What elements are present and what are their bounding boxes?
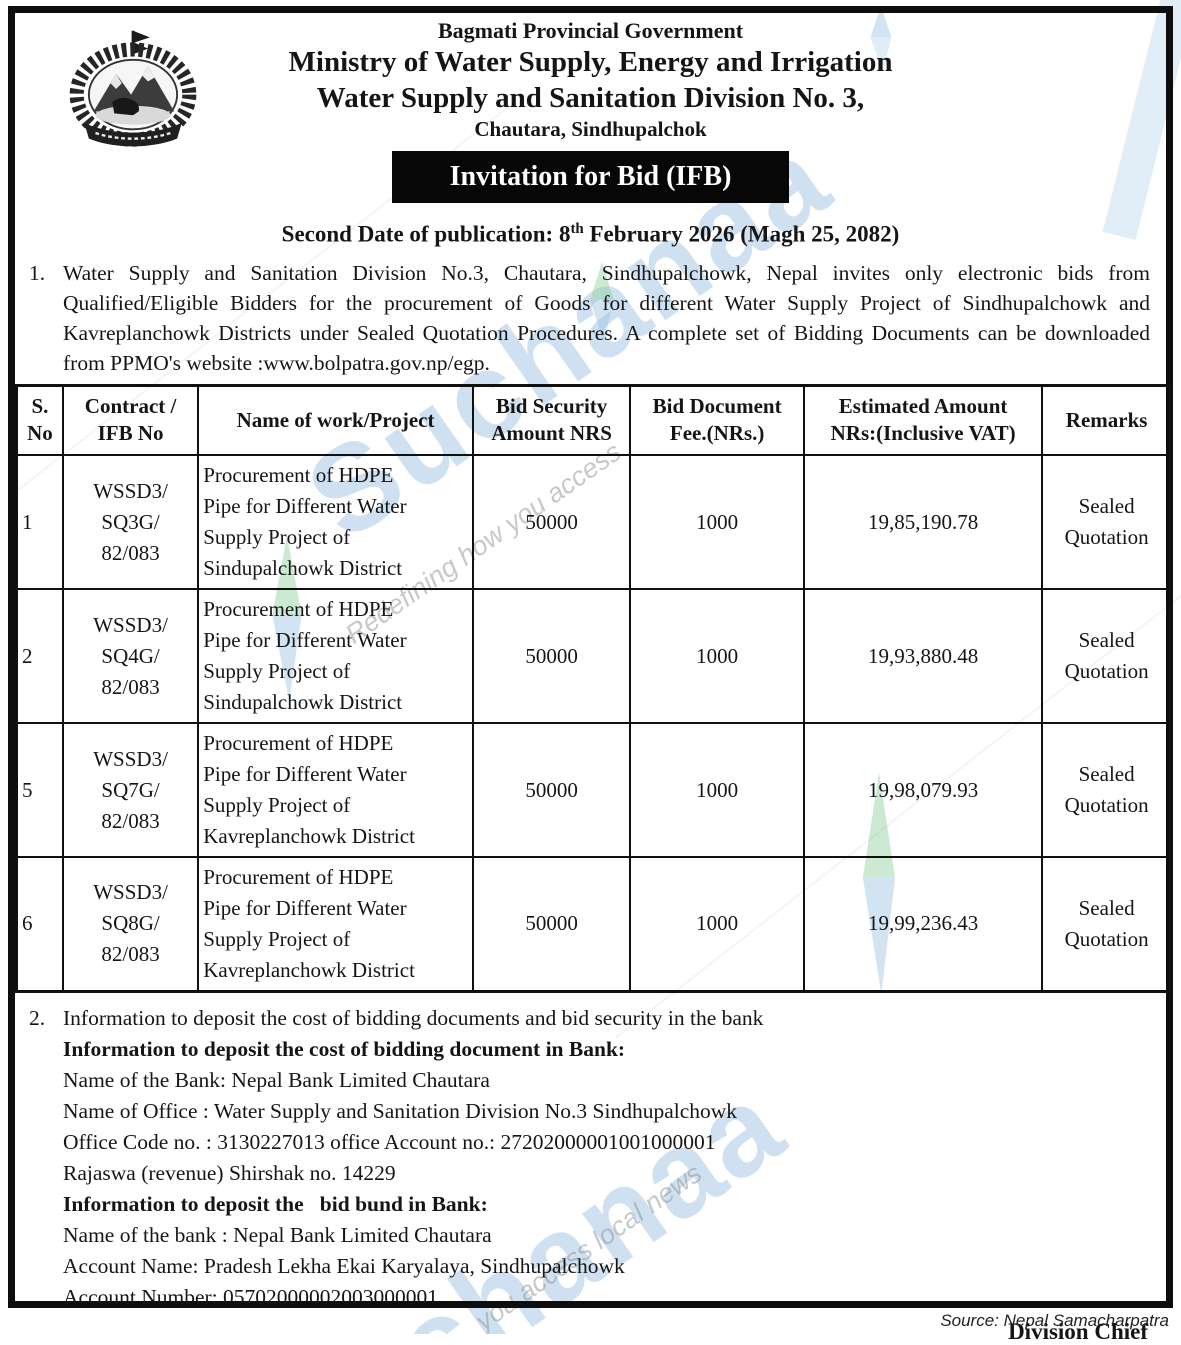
publication-date: Second Date of publication: 8th February… [15,215,1166,249]
notice-border-frame: Bagmati Provincial Government Ministry o… [8,6,1173,1344]
col-doc-fee: Bid Document Fee.(NRs.) [629,384,805,457]
bid-table: S. No Contract / IFB No Name of work/Pro… [15,383,1173,993]
bank-item-2: 2. Information to deposit the cost of bi… [29,1003,1150,1034]
ministry-title: Ministry of Water Supply, Energy and Irr… [288,46,893,78]
table-header-row: S. No Contract / IFB No Name of work/Pro… [15,384,1173,457]
table-row: 5 WSSD3/ SQ7G/ 82/083 Procurement of HDP… [15,722,1173,859]
cell-remarks: Sealed Quotation [1041,454,1173,591]
source-attribution: Source: Nepal Samacharpatra [940,1311,1169,1330]
bank-doc-line: Name of the Bank: Nepal Bank Limited Cha… [63,1067,490,1092]
cell-sn: 2 [15,588,64,725]
bank-doc-line: Rajaswa (revenue) Shirshak no. 14229 [63,1160,396,1185]
cell-sn: 1 [15,454,64,591]
table-row: 6 WSSD3/ SQ8G/ 82/083 Procurement of HDP… [15,856,1173,993]
invitation-banner: Invitation for Bid (IFB) [391,151,790,203]
watermark-leaf-icon [870,6,892,72]
cell-doc-fee: 1000 [629,588,805,725]
col-work-name: Name of work/Project [197,384,474,457]
cell-work-name: Procurement of HDPE Pipe for Different W… [197,454,474,591]
cell-bid-security: 50000 [471,856,632,993]
cell-sn: 6 [15,856,64,993]
bagmati-province-emblem-icon [69,30,197,147]
intro-paragraph: 1. Water Supply and Sanitation Division … [29,258,1150,378]
cell-remarks: Sealed Quotation [1041,588,1173,725]
bank-bond-line: Account Name: Pradesh Lekha Ekai Karyala… [63,1253,625,1278]
cell-estimated: 19,85,190.78 [802,454,1044,591]
bank-doc-line: Name of Office : Water Supply and Sanita… [63,1098,738,1123]
watermark-leaf-icon [590,262,614,342]
publication-date-text: February 2026 (Magh 25, 2082) [583,221,900,247]
col-sn: S. No [15,384,64,457]
col-bid-security: Bid Security Amount NRS [471,384,632,457]
cell-contract: WSSD3/ SQ7G/ 82/083 [61,722,200,859]
col-contract: Contract / IFB No [61,384,200,457]
cell-doc-fee: 1000 [629,856,805,993]
bank-bond-heading: Information to deposit the bid bund in B… [63,1191,488,1216]
notice-header: Bagmati Provincial Government Ministry o… [15,13,1166,249]
cell-contract: WSSD3/ SQ3G/ 82/083 [61,454,200,591]
government-title: Bagmati Provincial Government [437,18,744,43]
cell-doc-fee: 1000 [629,454,805,591]
bank-doc-heading: Information to deposit the cost of biddi… [63,1036,626,1061]
division-title: Water Supply and Sanitation Division No.… [316,82,865,114]
cell-bid-security: 50000 [471,588,632,725]
cell-work-name: Procurement of HDPE Pipe for Different W… [197,856,474,993]
col-remarks: Remarks [1041,384,1173,457]
cell-work-name: Procurement of HDPE Pipe for Different W… [197,588,474,725]
col-estimated: Estimated Amount NRs:(Inclusive VAT) [802,384,1044,457]
cell-bid-security: 50000 [471,454,632,591]
bank-item-2-text: Information to deposit the cost of biddi… [63,1005,764,1030]
ordinal-superscript: th [570,221,584,237]
bank-info-section: 2. Information to deposit the cost of bi… [29,1003,1150,1313]
bank-bond-line: Account Number: 05702000002003000001 [63,1284,439,1309]
cell-work-name: Procurement of HDPE Pipe for Different W… [197,722,474,859]
location-line: Chautara, Sindhupalchok [474,117,707,141]
cell-bid-security: 50000 [471,722,632,859]
table-row: 1 WSSD3/ SQ3G/ 82/083 Procurement of HDP… [15,454,1173,591]
intro-text: Water Supply and Sanitation Division No.… [63,260,1150,375]
cell-estimated: 19,99,236.43 [802,856,1044,993]
cell-estimated: 19,98,079.93 [802,722,1044,859]
table-row: 2 WSSD3/ SQ4G/ 82/083 Procurement of HDP… [15,588,1173,725]
cell-contract: WSSD3/ SQ8G/ 82/083 [61,856,200,993]
list-number: 1. [29,260,46,285]
bank-bond-line: Name of the bank : Nepal Bank Limited Ch… [63,1222,492,1247]
cell-contract: WSSD3/ SQ4G/ 82/083 [61,588,200,725]
cell-doc-fee: 1000 [629,722,805,859]
cell-remarks: Sealed Quotation [1041,722,1173,859]
list-number: 2. [29,1005,46,1030]
bank-doc-line: Office Code no. : 3130227013 office Acco… [63,1129,716,1154]
cell-estimated: 19,93,880.48 [802,588,1044,725]
publication-date-text: Second Date of publication: 8 [281,221,571,247]
cell-remarks: Sealed Quotation [1041,856,1173,993]
cell-sn: 5 [15,722,64,859]
